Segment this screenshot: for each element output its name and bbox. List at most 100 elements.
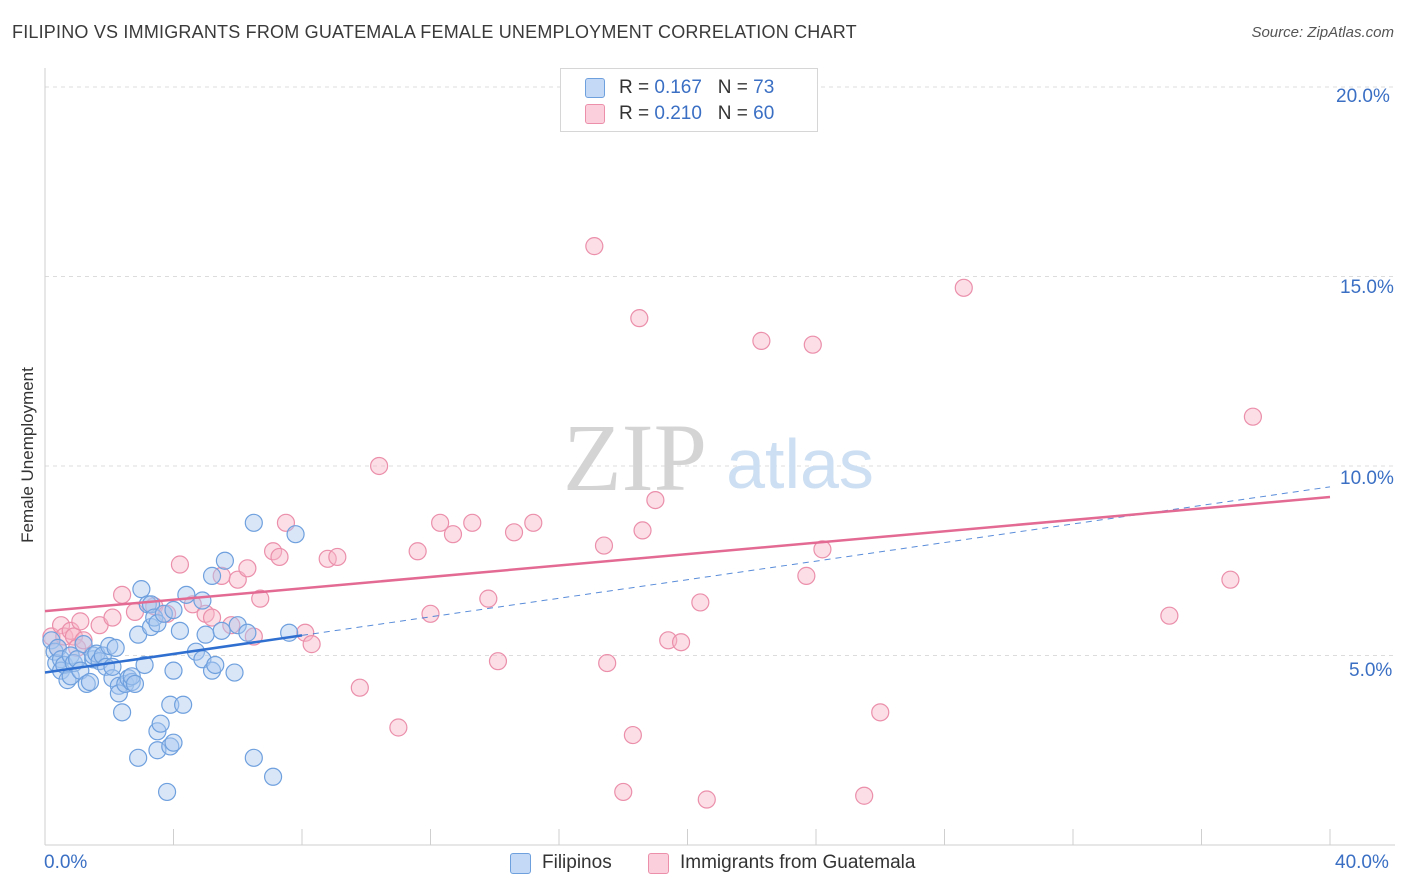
watermark-atlas: atlas [726,425,874,503]
bottom-legend-filipinos: Filipinos [510,850,640,878]
legend-r-value: 0.167 [654,77,702,98]
filipino-point [112,703,132,722]
filipino-point [286,525,305,544]
filipino-point [164,733,183,752]
guatemala-point [488,652,508,671]
guatemala-point [170,555,190,574]
filipino-point [80,672,100,692]
guatemala-point [421,604,440,623]
guatemala-point [61,621,80,640]
filipino-point [125,674,145,694]
filipino-point [100,636,119,656]
legend-n-label: N = [717,103,754,124]
guatemala-point [797,566,816,585]
filipino-point [151,714,170,733]
guatemala-point [813,540,832,559]
bottom-legend-swatch-pink [648,853,669,874]
guatemala-point [370,456,389,476]
legend-n-value: 73 [753,77,775,98]
stats-legend: R = 0.167 N = 73 R = 0.210 N = 60 [560,68,818,132]
filipino-point [202,566,222,585]
filipino-point [164,661,183,680]
filipino-point [177,585,196,604]
guatemala-point [646,490,665,510]
y-tick-5: 5.0% [1349,660,1393,681]
filipino-point [170,621,190,640]
filipino-point [145,608,164,627]
guatemala-point [183,595,202,614]
filipino-point [206,655,225,675]
guatemala-point [251,589,270,608]
legend-r-label: R = [619,77,655,98]
x-tick-max: 40.0% [1335,852,1389,873]
guatemala-point [112,585,132,604]
watermark-zip: ZIP [563,404,707,511]
axes [44,68,1395,846]
guatemala-point [328,547,347,567]
guatemala-point [954,278,973,297]
filipino-point [228,616,247,635]
y-tick-15: 15.0% [1340,277,1394,298]
guatemala-trend-line [44,495,1331,613]
bottom-legend-label: Filipinos [542,852,612,873]
filipino-point [202,661,222,680]
guatemala-point [691,593,710,612]
guatemala-point [697,790,716,809]
filipino-point [154,604,173,623]
filipino-point [106,638,125,658]
legend-swatch-blue [585,78,605,98]
guatemala-point [103,608,122,627]
guatemala-point [408,542,427,561]
bottom-legend-guatemala: Immigrants from Guatemala [648,850,948,878]
trend-lines [44,486,1331,674]
legend-n-label: N = [717,77,754,98]
guatemala-point [389,718,408,737]
series-guatemala-points [42,237,1263,809]
guatemala-point [270,547,289,567]
filipino-point [157,782,177,802]
legend-swatch-pink [585,104,605,124]
filipino-point [148,614,167,633]
filipino-point [215,551,234,570]
filipinos-trend-extension [301,486,1331,636]
guatemala-point [585,237,604,256]
guatemala-point [64,627,84,646]
guatemala-point [855,786,874,805]
series-filipinos-points [42,513,305,802]
filipino-point [109,684,128,703]
filipino-point [174,695,193,714]
x-tick-min: 0.0% [44,852,88,873]
guatemala-point [238,559,257,578]
filipino-point [161,695,180,714]
filipino-point [132,580,151,599]
guatemala-point [443,525,463,544]
filipino-point [193,591,212,610]
guatemala-point [598,653,617,673]
chart-title: FILIPINO VS IMMIGRANTS FROM GUATEMALA FE… [12,22,857,42]
filipino-point [77,674,96,694]
filipino-point [164,600,183,620]
guatemala-point [630,309,649,328]
filipino-point [116,674,135,694]
legend-r-label: R = [619,103,655,124]
guatemala-point [504,523,524,542]
filipino-point [263,767,283,786]
legend-n-value: 60 [753,103,775,124]
guatemala-point [1243,407,1263,426]
guatemala-point [803,335,822,354]
guatemala-point [463,513,482,532]
guatemala-point [71,612,90,631]
filipino-point [42,631,61,650]
guatemala-point [202,608,222,627]
guatemala-point [671,633,691,652]
filipino-point [238,623,257,642]
bottom-legend-label: Immigrants from Guatemala [680,852,916,873]
bottom-legend-swatch-blue [510,853,531,874]
guatemala-point [614,782,633,802]
source-label: Source: ZipAtlas.com [1251,24,1394,41]
guatemala-point [633,521,652,540]
guatemala-point [431,513,450,532]
guatemala-point [302,635,321,654]
guatemala-point [350,678,369,697]
guatemala-point [1160,606,1179,625]
